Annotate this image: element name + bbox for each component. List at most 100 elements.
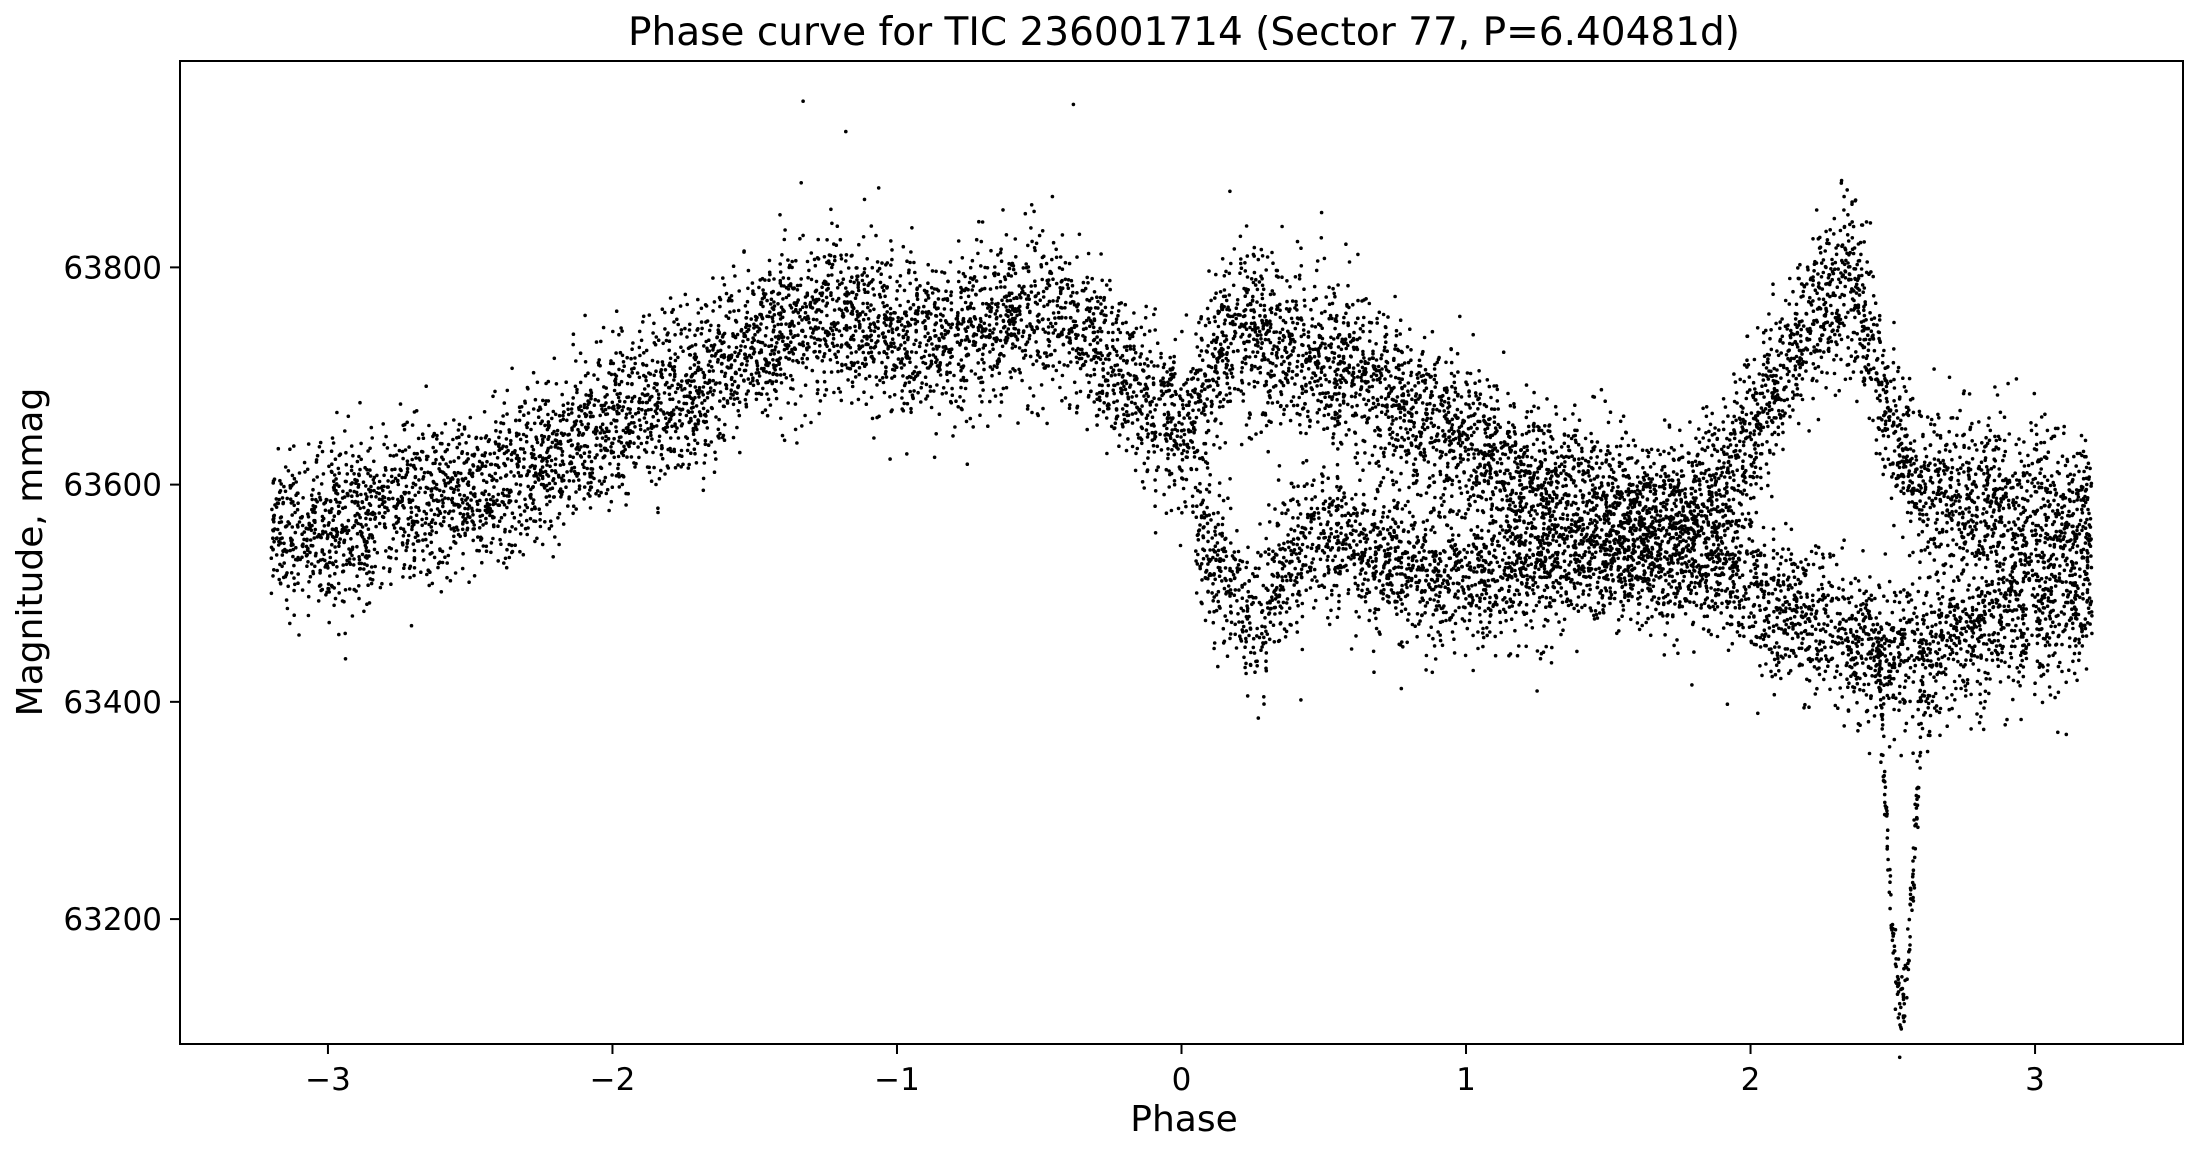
data-point: [641, 320, 645, 324]
data-point: [1431, 407, 1435, 412]
data-point: [1260, 254, 1265, 258]
data-point: [1781, 447, 1785, 452]
data-point: [510, 366, 514, 371]
data-point: [1780, 317, 1784, 321]
data-point: [912, 342, 916, 347]
data-point: [962, 378, 967, 383]
data-point: [1765, 389, 1770, 393]
data-point: [1808, 331, 1812, 336]
data-point: [886, 355, 890, 360]
data-point: [1948, 449, 1952, 454]
data-point: [1926, 463, 1931, 468]
data-point: [405, 466, 410, 471]
data-point: [652, 386, 656, 390]
data-point: [2029, 421, 2033, 425]
data-point: [1253, 364, 1257, 369]
data-point: [825, 344, 829, 349]
data-point: [1187, 400, 1192, 404]
data-point: [1811, 396, 1815, 401]
data-point: [1580, 446, 1584, 451]
data-point: [610, 485, 615, 490]
data-point: [450, 516, 454, 521]
data-point: [1892, 347, 1896, 351]
data-point: [645, 435, 650, 440]
data-point: [357, 584, 361, 588]
data-point: [888, 306, 893, 311]
data-point: [521, 432, 526, 437]
data-point: [1271, 261, 1275, 266]
data-point: [1288, 285, 1292, 289]
data-point: [1146, 432, 1150, 436]
data-point: [352, 523, 357, 528]
data-point: [619, 440, 624, 445]
data-point: [652, 321, 656, 326]
data-point: [1812, 269, 1816, 273]
data-point: [383, 505, 387, 510]
data-point: [816, 237, 820, 242]
data-point: [910, 317, 914, 322]
data-point: [746, 268, 751, 273]
data-point: [1832, 358, 1836, 362]
data-point: [1644, 473, 1648, 478]
data-point: [2072, 454, 2076, 459]
data-point: [553, 469, 558, 473]
data-point: [1023, 211, 1028, 216]
data-point: [460, 451, 464, 456]
data-point: [642, 387, 647, 391]
data-point: [517, 505, 522, 509]
data-point: [1884, 384, 1889, 389]
data-point: [398, 402, 403, 406]
data-point: [697, 395, 701, 399]
data-point: [1319, 210, 1324, 215]
data-point: [1715, 498, 1719, 502]
data-point: [1904, 389, 1908, 394]
data-point: [619, 326, 623, 330]
data-point: [728, 396, 733, 400]
data-point: [693, 451, 697, 456]
data-point: [956, 279, 961, 284]
data-point: [1057, 360, 1062, 365]
data-point: [1458, 453, 1463, 457]
data-point: [768, 310, 772, 314]
data-point: [1202, 387, 1207, 392]
data-point: [513, 543, 517, 547]
data-point: [1045, 421, 1049, 426]
data-point: [814, 297, 819, 302]
data-point: [1528, 541, 1532, 545]
data-point: [346, 518, 351, 523]
data-point: [918, 341, 922, 345]
data-point: [781, 276, 786, 280]
data-point: [961, 399, 966, 403]
data-point: [1923, 548, 1927, 552]
data-point: [1586, 511, 1590, 516]
data-point: [1705, 479, 1709, 484]
data-point: [385, 446, 390, 450]
data-point: [1799, 339, 1803, 344]
data-point: [1463, 512, 1468, 516]
data-point: [1131, 390, 1136, 394]
data-point: [1451, 456, 1455, 461]
data-point: [1156, 364, 1160, 368]
data-point: [1531, 489, 1535, 494]
data-point: [1871, 274, 1875, 279]
data-point: [1366, 361, 1370, 366]
data-point: [705, 426, 710, 430]
data-point: [916, 305, 921, 310]
data-point: [687, 410, 691, 415]
data-point: [869, 224, 874, 228]
data-point: [593, 455, 597, 460]
data-point: [1836, 325, 1841, 329]
data-point: [796, 311, 801, 315]
data-point: [1750, 464, 1754, 468]
data-point: [1801, 324, 1806, 328]
data-point: [1225, 375, 1229, 380]
data-point: [554, 382, 559, 386]
data-point: [1301, 461, 1305, 465]
data-point: [1722, 475, 1727, 479]
data-point: [673, 333, 677, 337]
data-point: [362, 567, 366, 571]
data-point: [2048, 490, 2053, 495]
data-point: [435, 437, 439, 441]
data-point: [1715, 449, 1720, 454]
data-point: [667, 392, 672, 397]
